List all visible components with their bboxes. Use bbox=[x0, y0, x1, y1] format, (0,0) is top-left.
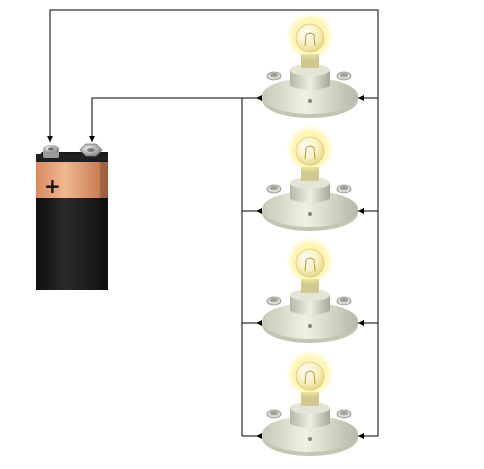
socket-collar-top bbox=[290, 177, 330, 189]
socket-screw-left bbox=[266, 296, 282, 306]
socket-screw-left bbox=[266, 409, 282, 419]
battery-cap-edge bbox=[36, 154, 108, 162]
bulb-4 bbox=[262, 350, 358, 456]
socket-hole bbox=[308, 324, 312, 328]
socket-screw-right bbox=[336, 409, 352, 419]
bulb-globe bbox=[295, 248, 325, 278]
socket-hole bbox=[308, 437, 312, 441]
wires bbox=[49, 9, 379, 437]
socket-collar-top bbox=[290, 64, 330, 76]
arrow-left-bulb-3-left bbox=[256, 320, 262, 326]
bulb-globe bbox=[295, 23, 325, 53]
socket-screw-left bbox=[266, 184, 282, 194]
wire-negative-lead bbox=[91, 97, 243, 436]
arrow-left-bulb-2-right bbox=[358, 208, 364, 214]
bulb-globe bbox=[295, 136, 325, 166]
bulb-filament bbox=[304, 32, 316, 47]
arrow-down-negative bbox=[89, 136, 95, 142]
battery-terminal-negative bbox=[79, 143, 103, 157]
socket-plate-top bbox=[262, 416, 358, 452]
socket-collar-top bbox=[290, 402, 330, 414]
arrow-left-bulb-2-left bbox=[256, 208, 262, 214]
bulb-filament bbox=[304, 145, 316, 160]
battery-plus-label: + bbox=[44, 174, 61, 198]
battery-body bbox=[36, 198, 108, 290]
arrow-up-positive bbox=[47, 136, 53, 142]
socket-screw-right bbox=[336, 296, 352, 306]
socket-hole bbox=[308, 212, 312, 216]
battery-side-shade bbox=[100, 160, 108, 290]
bulb-1 bbox=[262, 12, 358, 118]
battery-top-band bbox=[36, 160, 108, 198]
socket-hole bbox=[308, 99, 312, 103]
arrow-left-bulb-4-left bbox=[256, 433, 262, 439]
bulb-3 bbox=[262, 237, 358, 343]
wire-positive-lead bbox=[49, 9, 379, 436]
arrow-left-bulb-1-right bbox=[358, 95, 364, 101]
bulb-2 bbox=[262, 125, 358, 231]
current-arrows bbox=[47, 95, 364, 439]
socket-plate-top bbox=[262, 191, 358, 227]
arrow-left-bulb-1-left bbox=[256, 95, 262, 101]
socket-plate-top bbox=[262, 303, 358, 339]
socket-collar-top bbox=[290, 289, 330, 301]
socket-plate-top bbox=[262, 78, 358, 114]
socket-screw-right bbox=[336, 184, 352, 194]
socket-screw-left bbox=[266, 71, 282, 81]
bulb-filament bbox=[304, 257, 316, 272]
socket-screw-right bbox=[336, 71, 352, 81]
arrow-left-bulb-3-right bbox=[358, 320, 364, 326]
battery-terminal-positive bbox=[43, 145, 59, 158]
bulb-globe bbox=[295, 361, 325, 391]
bulb-array bbox=[262, 12, 358, 456]
battery: + bbox=[36, 143, 108, 290]
bulb-filament bbox=[304, 370, 316, 385]
arrow-left-bulb-4-right bbox=[358, 433, 364, 439]
